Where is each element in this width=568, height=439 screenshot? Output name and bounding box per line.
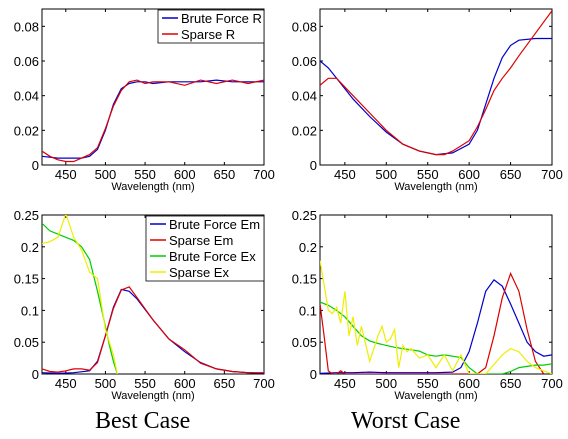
chart-2: 450 500 550 600 650 700 0 0.02 0.04 0.06 0.08 Wavel…: [292, 8, 563, 193]
series-line-sparse-em: [42, 286, 264, 374]
series-line-sparse-r: [320, 10, 552, 156]
y-tick-label: 0: [310, 158, 317, 173]
y-tick-label: 0.25: [292, 208, 317, 223]
x-axis-label: Wavelength (nm): [111, 390, 194, 402]
y-tick-label: 0.02: [292, 123, 317, 138]
legend-entry: Sparse R: [181, 27, 235, 42]
series-line-brute-force-em: [320, 279, 552, 374]
legend-entry: Brute Force R: [181, 11, 262, 26]
caption-best-case: Best Case: [95, 408, 191, 434]
series-line-sparse-em: [320, 271, 545, 374]
x-tick-label: 700: [541, 167, 563, 182]
x-tick-label: 500: [375, 167, 397, 182]
series-line-sparse-ex: [320, 260, 552, 374]
y-tick-label: 0: [32, 158, 39, 173]
x-axis-label: Wavelength (nm): [111, 181, 194, 193]
x-tick-label: 600: [174, 167, 196, 182]
x-tick-label: 650: [214, 376, 236, 391]
y-tick-label: 0.08: [292, 19, 317, 34]
y-tick-label: 0.06: [292, 54, 317, 69]
x-tick-label: 500: [95, 376, 117, 391]
x-tick-label: 450: [55, 167, 77, 182]
x-axis-label: Wavelength (nm): [394, 390, 477, 402]
legend-box: [145, 215, 265, 282]
y-tick-label: 0.15: [14, 272, 39, 287]
series-line-sparse-ex: [42, 215, 118, 374]
y-tick-label: 0.06: [14, 54, 39, 69]
x-tick-label: 700: [541, 376, 563, 391]
y-tick-label: 0: [32, 367, 39, 382]
chart-4: 450 500 550 600 650 700 0 0.05 0.1 0.15 0.2 0.25 Wav…: [292, 208, 563, 402]
y-tick-label: 0.15: [292, 272, 317, 287]
x-tick-label: 450: [55, 376, 77, 391]
y-tick-label: 0.2: [299, 240, 317, 255]
x-axis-label: Wavelength (nm): [394, 181, 477, 193]
x-tick-label: 550: [417, 376, 439, 391]
x-tick-label: 450: [334, 167, 356, 182]
plot-frame: [319, 214, 553, 375]
x-tick-label: 550: [417, 167, 439, 182]
legend-box: [157, 9, 265, 44]
x-tick-label: 450: [334, 376, 356, 391]
series-line-brute-force-r: [320, 37, 552, 156]
y-tick-label: 0.04: [292, 89, 317, 104]
caption-worst-case: Worst Case: [351, 408, 461, 434]
series-line-sparse-r: [42, 79, 264, 163]
legend-entry: Sparse Ex: [169, 265, 229, 280]
y-tick-label: 0.1: [21, 303, 39, 318]
x-tick-label: 600: [458, 376, 480, 391]
x-tick-label: 650: [500, 376, 522, 391]
y-tick-label: 0.1: [299, 303, 317, 318]
x-tick-label: 700: [253, 376, 275, 391]
y-tick-label: 0.05: [14, 335, 39, 350]
y-tick-label: 0.05: [292, 335, 317, 350]
y-tick-label: 0.25: [14, 208, 39, 223]
legend-entry: Brute Force Em: [169, 217, 260, 232]
x-tick-label: 600: [174, 376, 196, 391]
x-tick-label: 600: [458, 167, 480, 182]
x-tick-label: 650: [214, 167, 236, 182]
legend-entry: Brute Force Ex: [169, 249, 256, 264]
series-line-brute-force-ex: [42, 222, 118, 374]
y-tick-label: 0.08: [14, 19, 39, 34]
plot-frame: [319, 8, 553, 166]
x-tick-label: 550: [134, 167, 156, 182]
x-tick-label: 500: [95, 167, 117, 182]
y-tick-label: 0.2: [21, 240, 39, 255]
y-tick-label: 0: [310, 367, 317, 382]
x-tick-label: 650: [500, 167, 522, 182]
x-tick-label: 550: [134, 376, 156, 391]
x-tick-label: 500: [375, 376, 397, 391]
y-tick-label: 0.02: [14, 123, 39, 138]
x-tick-label: 700: [253, 167, 275, 182]
series-line-brute-force-ex: [320, 301, 552, 374]
chart-3: 450 500 550 600 650 700 0 0.05 0.1 0.15 0.2 0.25 Wav…: [14, 208, 275, 402]
legend-entry: Sparse Em: [169, 233, 233, 248]
y-tick-label: 0.04: [14, 89, 39, 104]
chart-1: 450 500 550 600 650 700 0 0.02 0.04 0.06 0.08 Wavel…: [14, 8, 275, 193]
